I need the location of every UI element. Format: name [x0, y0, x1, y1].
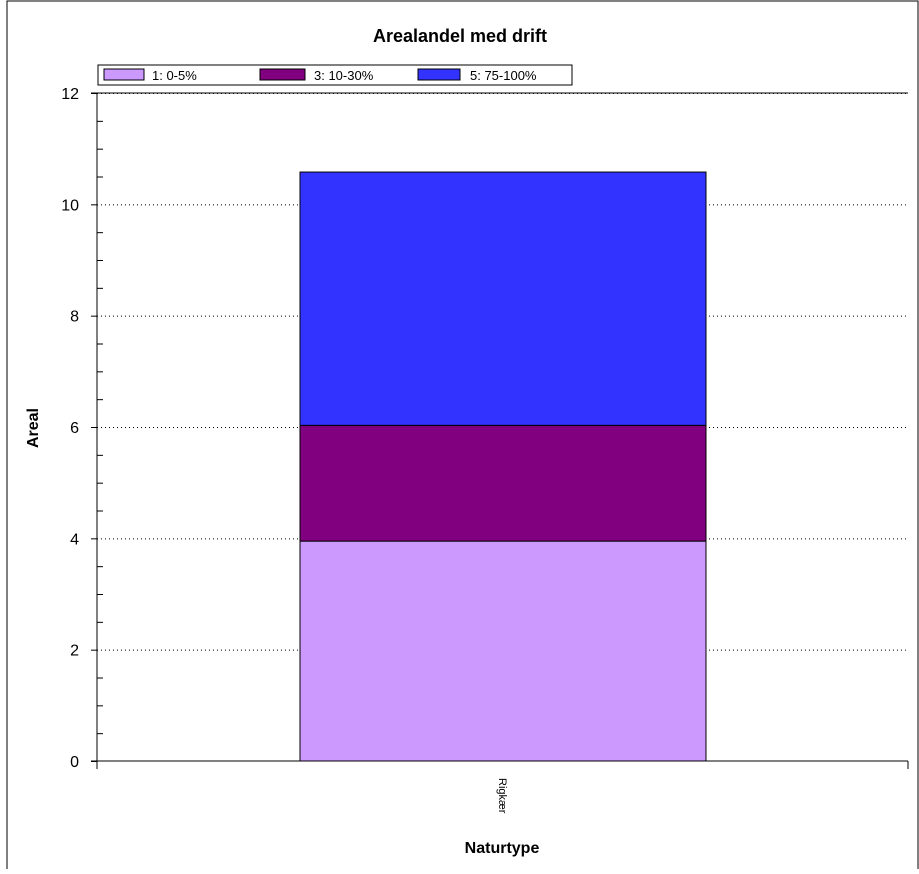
legend-label-series-3: 5: 75-100% — [470, 68, 537, 83]
x-axis-title: Naturtype — [465, 840, 540, 857]
bar-segment-series-3 — [299, 171, 707, 426]
chart-title: Arealandel med drift — [373, 26, 547, 46]
bar-segment-series-2 — [299, 424, 707, 542]
legend: 1: 0-5% 3: 10-30% 5: 75-100% — [97, 64, 573, 86]
y-tick-label: 0 — [70, 754, 79, 771]
legend-label-series-2: 3: 10-30% — [314, 68, 374, 83]
chart-frame — [6, 0, 919, 869]
y-tick-label: 4 — [70, 531, 79, 548]
y-axis-title: Areal — [25, 408, 42, 448]
legend-label-series-1: 1: 0-5% — [152, 68, 197, 83]
y-tick-label: 2 — [70, 643, 79, 660]
x-tick-label: Rigkær — [496, 778, 508, 814]
legend-swatch-series-2 — [259, 68, 306, 81]
legend-swatch-series-3 — [417, 68, 461, 81]
y-tick-label: 10 — [61, 197, 79, 214]
y-tick-label: 8 — [70, 309, 79, 326]
y-tick-label: 6 — [70, 420, 79, 437]
legend-swatch-series-1 — [103, 68, 145, 81]
axes: Rigkær 0 2 4 6 8 10 12 — [61, 86, 909, 814]
bar-segment-series-1 — [299, 540, 707, 762]
bars — [299, 171, 707, 762]
y-tick-label: 12 — [61, 86, 79, 103]
